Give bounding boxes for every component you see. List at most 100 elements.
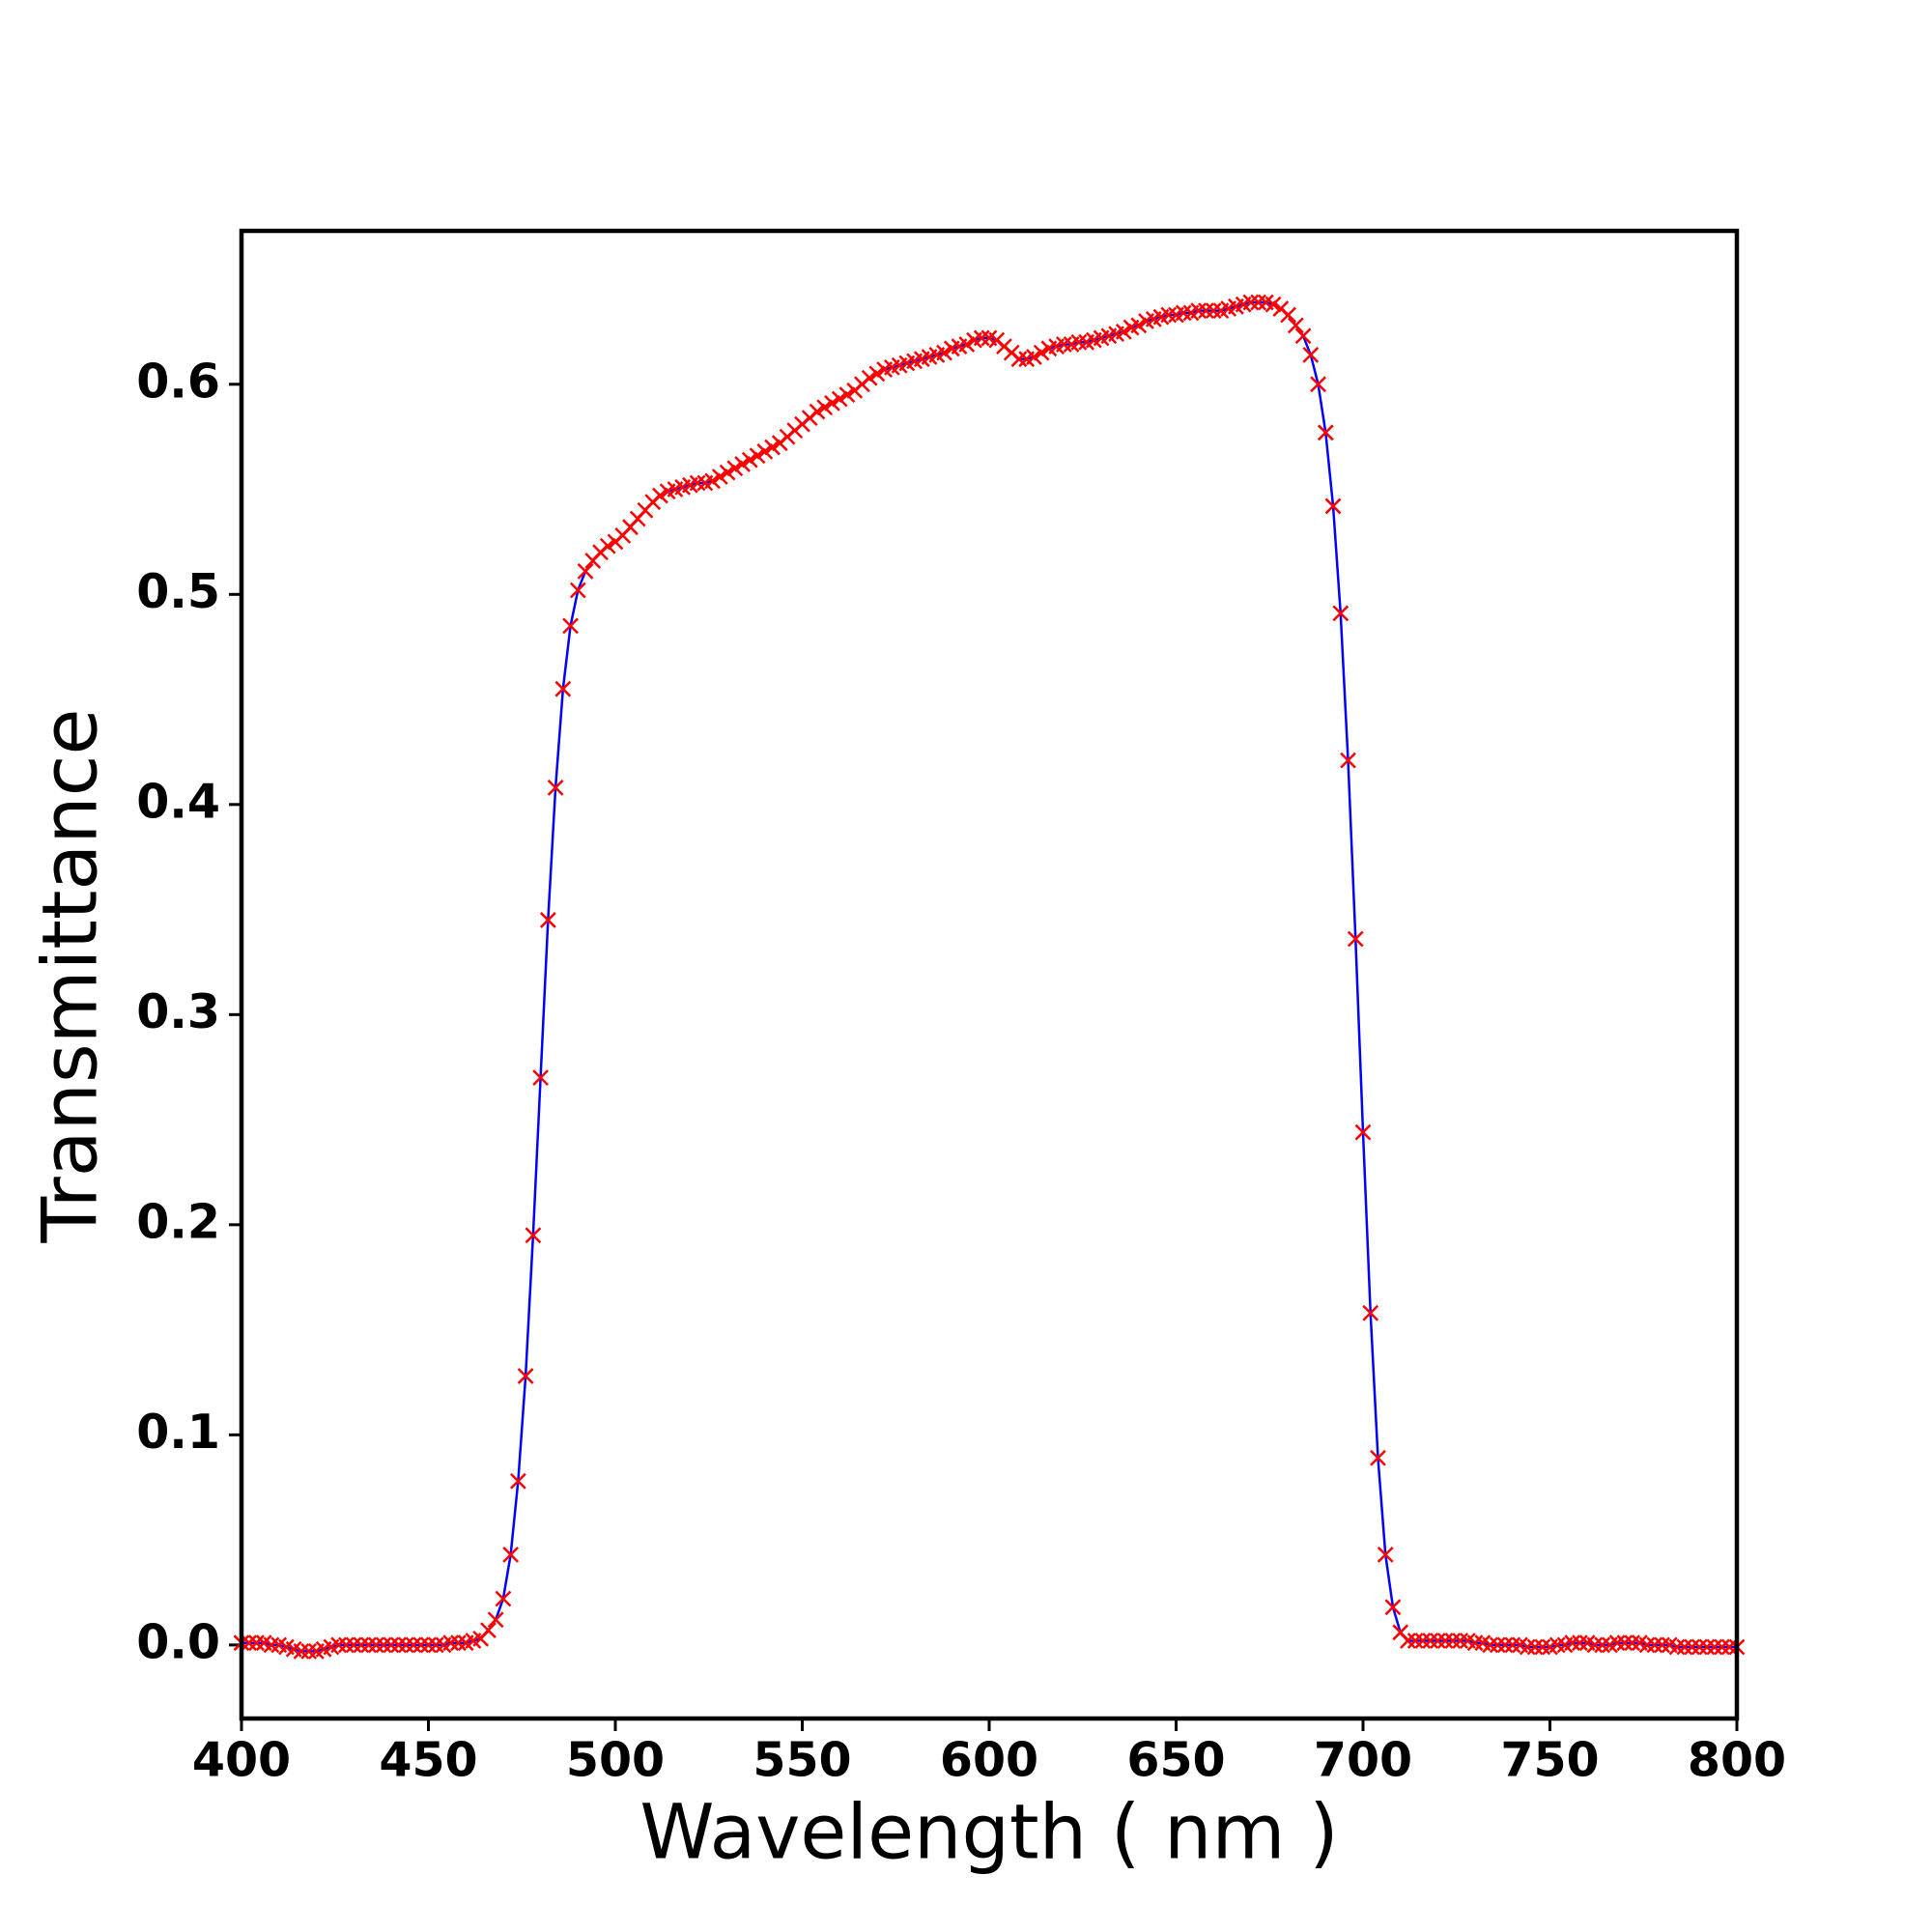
data-marker xyxy=(495,1590,512,1607)
data-marker xyxy=(442,1634,460,1652)
data-marker xyxy=(293,1643,310,1660)
x-tick-label: 400 xyxy=(192,1733,291,1788)
data-marker xyxy=(1010,351,1028,368)
data-marker xyxy=(420,1636,437,1654)
data-marker xyxy=(831,390,848,408)
data-marker xyxy=(1205,302,1222,320)
data-marker xyxy=(838,386,856,404)
data-marker xyxy=(1436,1633,1454,1649)
data-marker xyxy=(263,1636,280,1654)
data-marker xyxy=(569,582,586,599)
y-tick-label: 0.4 xyxy=(136,774,220,829)
data-marker xyxy=(397,1636,414,1654)
data-marker xyxy=(1654,1636,1670,1654)
data-marker xyxy=(1354,1123,1372,1141)
data-marker xyxy=(973,329,990,347)
data-marker xyxy=(1430,1633,1446,1649)
data-marker xyxy=(390,1636,407,1654)
data-marker xyxy=(719,464,736,481)
data-marker xyxy=(1056,336,1072,353)
data-marker xyxy=(1175,304,1192,322)
y-tick-label: 0.5 xyxy=(136,564,220,619)
data-marker xyxy=(1548,1636,1566,1654)
data-marker xyxy=(809,403,826,420)
data-marker xyxy=(1370,1449,1386,1466)
data-marker xyxy=(337,1636,355,1654)
data-marker xyxy=(711,469,728,485)
x-tick-label: 700 xyxy=(1314,1733,1412,1788)
data-marker xyxy=(756,443,774,460)
data-marker xyxy=(1406,1633,1424,1649)
data-marker xyxy=(1280,306,1296,324)
data-marker xyxy=(532,1069,549,1086)
data-marker xyxy=(1638,1636,1656,1654)
data-marker xyxy=(1646,1636,1663,1654)
data-marker xyxy=(427,1636,444,1654)
data-marker xyxy=(1466,1634,1484,1652)
data-marker xyxy=(1526,1638,1544,1656)
data-marker xyxy=(412,1636,430,1654)
data-marker xyxy=(1504,1636,1521,1654)
data-marker xyxy=(1690,1638,1708,1656)
data-marker xyxy=(1302,346,1320,363)
data-marker xyxy=(1422,1633,1439,1649)
data-marker xyxy=(1377,1546,1394,1563)
data-marker xyxy=(689,474,706,492)
data-marker xyxy=(1130,317,1148,334)
data-marker xyxy=(1489,1636,1506,1654)
data-marker xyxy=(554,680,572,697)
data-marker xyxy=(599,537,616,554)
data-marker xyxy=(547,780,564,796)
data-marker xyxy=(868,365,886,383)
data-marker xyxy=(1519,1638,1536,1656)
data-marker xyxy=(1482,1636,1498,1654)
x-tick-label: 750 xyxy=(1500,1733,1599,1788)
data-marker xyxy=(1340,752,1356,769)
data-marker xyxy=(345,1636,362,1654)
data-marker xyxy=(734,456,751,472)
data-marker xyxy=(502,1546,520,1563)
x-tick-label: 650 xyxy=(1126,1733,1225,1788)
data-marker xyxy=(517,1368,534,1384)
data-marker xyxy=(1310,376,1326,393)
data-marker xyxy=(741,451,758,469)
data-marker xyxy=(1676,1638,1693,1656)
x-tick-label: 600 xyxy=(940,1733,1038,1788)
y-tick-label: 0.6 xyxy=(136,354,220,409)
x-tick-label: 550 xyxy=(753,1733,851,1788)
data-marker xyxy=(1594,1636,1611,1654)
data-marker xyxy=(726,460,744,477)
data-marker xyxy=(652,487,668,504)
data-marker xyxy=(1616,1634,1634,1652)
data-marker xyxy=(525,1227,542,1244)
data-marker xyxy=(1287,317,1304,334)
data-marker xyxy=(764,439,781,456)
data-marker xyxy=(1564,1634,1581,1652)
data-marker xyxy=(1496,1636,1514,1654)
data-marker xyxy=(1324,497,1342,515)
data-marker xyxy=(360,1636,377,1654)
data-marker xyxy=(1190,302,1208,320)
data-marker xyxy=(1400,1633,1416,1649)
y-tick-label: 0.1 xyxy=(136,1405,220,1460)
y-axis-label: Transmittance xyxy=(27,708,114,1243)
data-marker xyxy=(1608,1634,1626,1652)
data-marker xyxy=(1198,302,1214,320)
data-marker xyxy=(248,1634,265,1652)
y-tick-label: 0.0 xyxy=(136,1614,220,1669)
data-marker xyxy=(1720,1638,1738,1656)
data-marker xyxy=(1026,349,1042,365)
data-marker xyxy=(577,562,594,580)
data-marker xyxy=(1294,327,1312,345)
data-line xyxy=(242,300,1737,1653)
data-marker xyxy=(1160,306,1178,324)
data-marker xyxy=(861,369,878,386)
data-marker xyxy=(1684,1638,1700,1656)
data-marker xyxy=(816,399,834,416)
y-tick-label: 0.2 xyxy=(136,1194,220,1249)
data-marker xyxy=(1668,1638,1686,1656)
data-marker xyxy=(1572,1634,1588,1652)
data-marker xyxy=(1070,333,1088,351)
data-marker xyxy=(1624,1634,1641,1652)
